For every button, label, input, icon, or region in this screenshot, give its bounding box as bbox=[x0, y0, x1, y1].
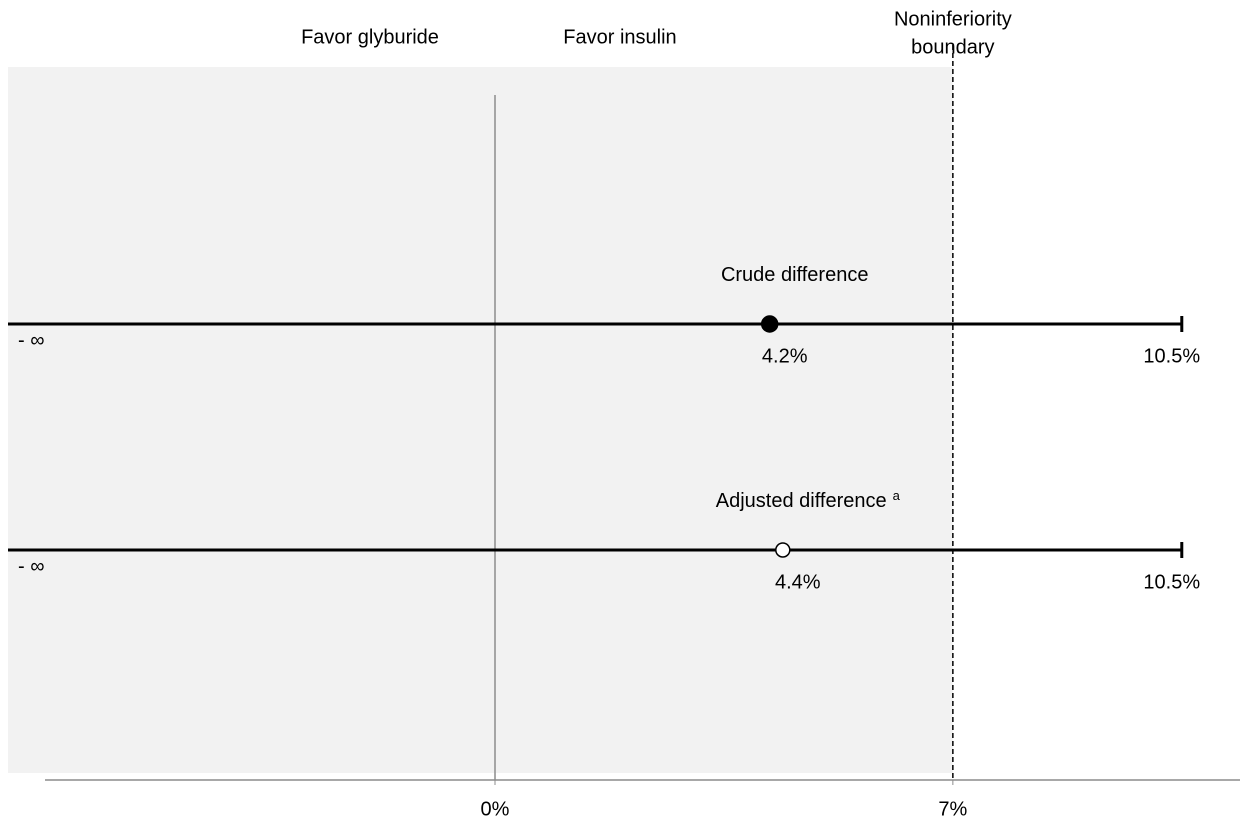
upper-label: 10.5% bbox=[1143, 571, 1200, 593]
upper-label: 10.5% bbox=[1143, 345, 1200, 367]
series-name: Adjusted difference a bbox=[716, 488, 901, 512]
series-name: Crude difference bbox=[721, 264, 869, 286]
estimate-point bbox=[760, 315, 779, 333]
series-superscript: a bbox=[893, 488, 901, 503]
estimate-point bbox=[775, 542, 791, 558]
estimate-label: 4.4% bbox=[775, 571, 821, 593]
series-name-text: Adjusted difference bbox=[716, 490, 887, 512]
series-name-text: Crude difference bbox=[721, 264, 869, 286]
plot-background bbox=[8, 67, 953, 773]
estimate-label: 4.2% bbox=[762, 345, 808, 367]
boundary-label: boundary bbox=[911, 36, 994, 58]
annotation-right: Favor insulin bbox=[563, 26, 676, 48]
boundary-label: Noninferiority bbox=[894, 8, 1012, 30]
x-tick-label: 0% bbox=[481, 798, 510, 820]
lower-label: - ∞ bbox=[18, 329, 44, 351]
lower-label: - ∞ bbox=[18, 555, 44, 577]
annotation-left: Favor glyburide bbox=[301, 26, 439, 48]
x-tick-label: 7% bbox=[938, 798, 967, 820]
